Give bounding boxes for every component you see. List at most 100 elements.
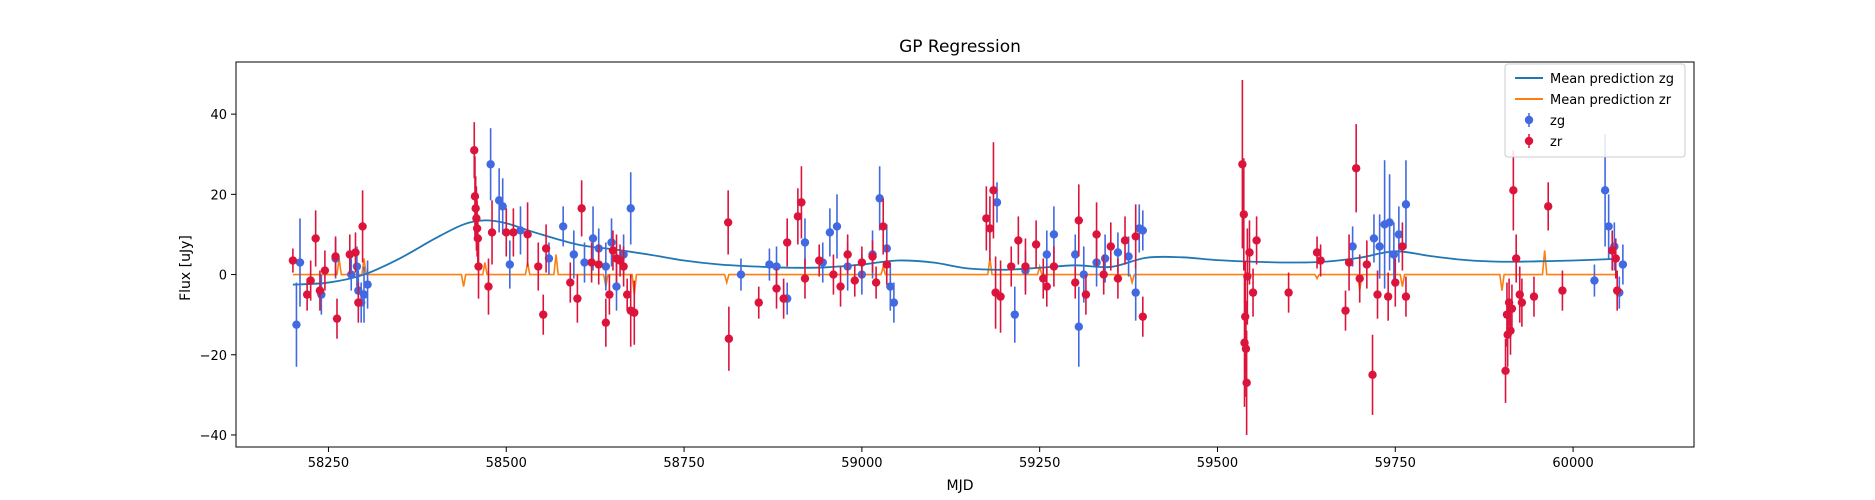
zr-point-21 — [502, 228, 511, 237]
zr-point-116 — [1529, 292, 1539, 301]
zr-point-105 — [1401, 292, 1411, 301]
zr-point-30 — [587, 258, 596, 267]
zr-point-93 — [1312, 248, 1322, 257]
zr-point-114 — [1515, 290, 1524, 299]
zg-point-64 — [1590, 276, 1599, 285]
plot-area — [288, 80, 1628, 435]
zg-point-13 — [505, 260, 515, 269]
zr-point-99 — [1362, 260, 1372, 269]
zr-point-29 — [577, 204, 586, 213]
zr-point-47 — [793, 212, 803, 221]
y-axis-label: Flux [uJy] — [178, 235, 194, 301]
zr-point-91 — [1252, 236, 1261, 245]
zr-point-54 — [850, 276, 859, 285]
zg-point-4 — [347, 270, 356, 279]
zr-point-101 — [1373, 290, 1382, 299]
zr-point-87 — [1242, 378, 1251, 388]
zr-point-61 — [985, 224, 995, 233]
zr-point-22 — [509, 228, 518, 237]
zg-point-40 — [889, 298, 899, 307]
zr-point-44 — [772, 284, 781, 293]
x-tick-label-58250: 58250 — [308, 456, 349, 471]
zr-point-113 — [1511, 254, 1521, 263]
zg-point-57 — [1369, 234, 1379, 243]
zg-point-5 — [352, 262, 362, 271]
zr-point-74 — [1081, 290, 1091, 299]
legend: Mean prediction zg Mean prediction zr zg… — [1504, 63, 1686, 158]
zr-point-65 — [1007, 262, 1016, 271]
zr-point-119 — [1608, 246, 1617, 255]
zr-point-25 — [539, 310, 548, 319]
zr-point-12 — [470, 146, 479, 155]
zr-point-32 — [601, 318, 611, 327]
zr-point-7 — [332, 314, 342, 323]
zg-point-44 — [1042, 250, 1051, 259]
zr-point-59 — [882, 260, 891, 269]
zr-point-69 — [1039, 274, 1048, 283]
zr-point-18 — [474, 262, 483, 271]
zr-point-0 — [288, 256, 298, 265]
zr-point-64 — [996, 292, 1005, 301]
zr-point-24 — [534, 262, 543, 271]
zg-point-18 — [580, 258, 589, 267]
zr-point-98 — [1355, 274, 1364, 283]
zr-point-53 — [843, 250, 852, 259]
zg-point-0 — [292, 320, 301, 329]
zr-point-106 — [1501, 366, 1510, 376]
x-tick-label-59500: 59500 — [1197, 456, 1238, 471]
zr-point-3 — [311, 234, 320, 243]
zr-point-11 — [358, 222, 367, 231]
zr-point-60 — [982, 214, 991, 223]
zr-point-121 — [1612, 286, 1622, 295]
zg-point-27 — [765, 260, 774, 269]
legend-label-zg-points: zg — [1550, 114, 1565, 129]
legend-swatch-zg-point — [1524, 115, 1534, 125]
zr-point-26 — [541, 244, 551, 253]
zr-point-5 — [320, 266, 330, 275]
x-tick-label-59250: 59250 — [1019, 456, 1060, 471]
zr-point-43 — [754, 298, 763, 307]
zr-point-117 — [1544, 202, 1553, 211]
zr-point-45 — [779, 294, 788, 303]
zg-point-56 — [1348, 242, 1357, 251]
zr-point-111 — [1507, 304, 1517, 313]
axes-frame — [235, 61, 1695, 448]
zr-point-96 — [1344, 258, 1354, 267]
zg-point-53 — [1131, 288, 1140, 297]
x-tick-label-58750: 58750 — [663, 456, 704, 471]
zr-point-49 — [800, 274, 810, 283]
zg-point-39 — [886, 282, 895, 291]
zr-point-55 — [857, 258, 867, 267]
legend-label-zr-points: zr — [1550, 135, 1563, 150]
zr-point-76 — [1099, 270, 1108, 279]
zr-point-80 — [1131, 232, 1140, 241]
y-tick-label-20: 20 — [210, 188, 227, 203]
chart-title: GP Regression — [899, 37, 1021, 57]
zg-point-16 — [558, 222, 568, 231]
zr-point-10 — [354, 298, 363, 307]
zr-point-120 — [1611, 254, 1620, 263]
zr-point-19 — [484, 282, 493, 291]
zg-point-26 — [736, 270, 746, 279]
zr-point-79 — [1120, 236, 1130, 245]
zr-point-78 — [1113, 274, 1123, 283]
zg-point-52 — [1124, 252, 1133, 261]
axes: 58250 58500 58750 59000 59250 59500 59750 60000… — [200, 61, 1695, 471]
zr-point-20 — [487, 228, 497, 237]
zr-point-112 — [1509, 186, 1518, 195]
zg-point-12 — [498, 202, 507, 211]
x-tick-label-59000: 59000 — [841, 456, 882, 471]
legend-label-zr-line: Mean prediction zr — [1550, 93, 1672, 108]
zr-point-115 — [1517, 298, 1527, 307]
zr-point-1 — [302, 290, 312, 299]
zg-point-32 — [825, 228, 835, 237]
zr-point-41 — [723, 218, 733, 227]
zr-point-68 — [1031, 240, 1041, 249]
zg-point-69 — [1618, 260, 1628, 269]
zr-point-51 — [829, 270, 838, 279]
x-axis-label: MJD — [947, 478, 974, 494]
zr-point-34 — [608, 246, 618, 255]
zr-point-100 — [1368, 370, 1377, 380]
zr-point-62 — [989, 186, 998, 195]
